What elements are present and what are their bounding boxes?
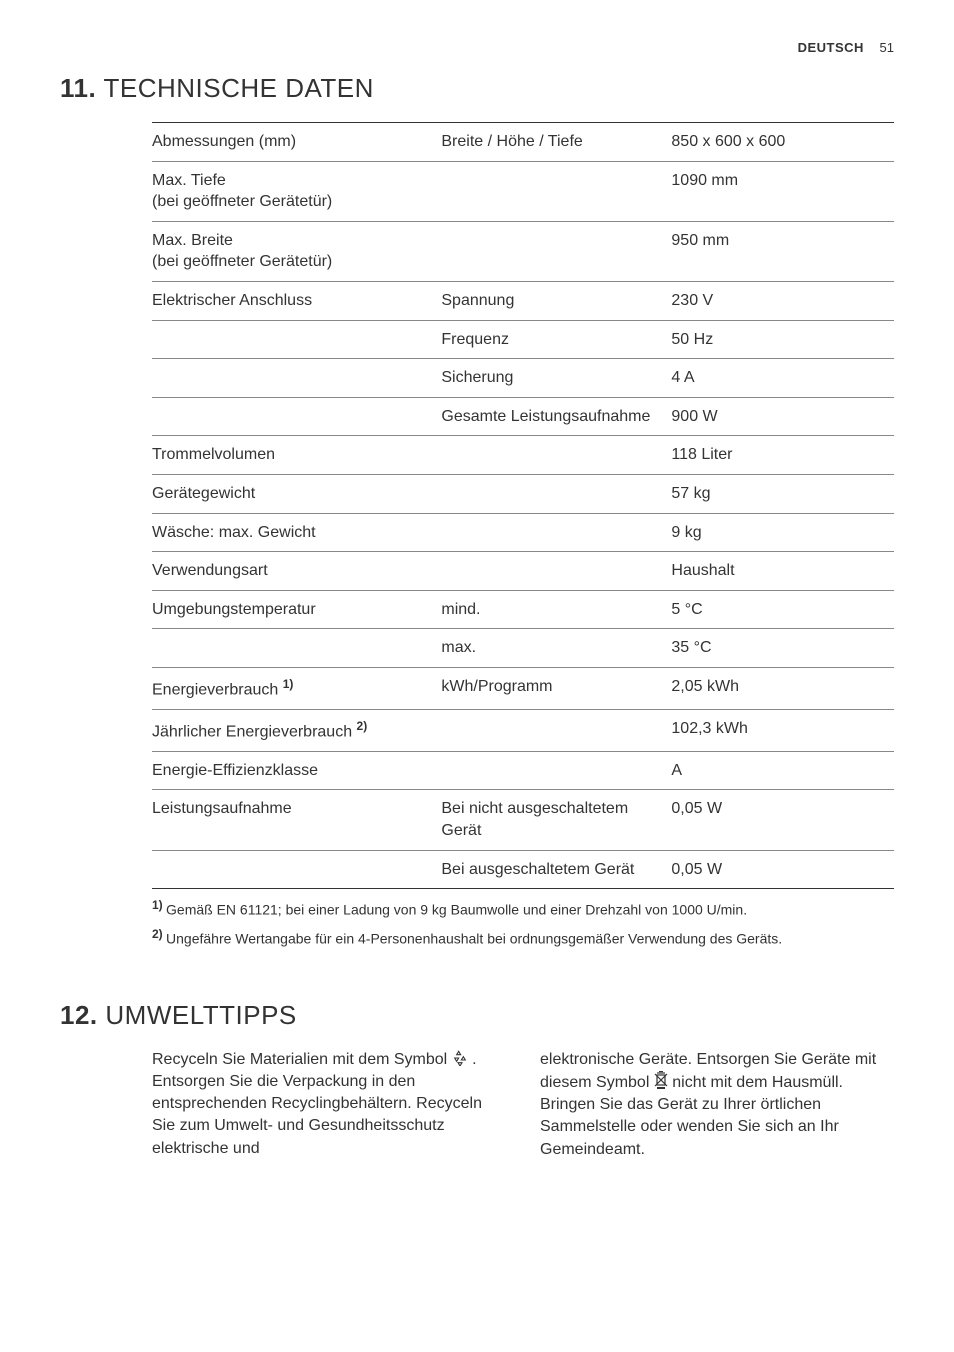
table-row: Elektrischer AnschlussSpannung230 V — [152, 281, 894, 320]
spec-param: Leistungsaufnahme — [152, 790, 441, 850]
recycle-icon — [452, 1050, 468, 1066]
section-11-heading: 11. TECHNISCHE DATEN — [60, 73, 894, 104]
footnote: 1) Gemäß EN 61121; bei einer Ladung von … — [152, 897, 894, 920]
table-row: Gerätegewicht 57 kg — [152, 474, 894, 513]
spec-subparam: mind. — [441, 590, 671, 629]
spec-value: 1090 mm — [671, 161, 894, 221]
spec-subparam: Bei ausgeschaltetem Gerät — [441, 850, 671, 889]
spec-value: 850 x 600 x 600 — [671, 123, 894, 162]
spec-param: Energieverbrauch 1) — [152, 667, 441, 709]
spec-subparam — [441, 513, 671, 552]
table-row: Sicherung4 A — [152, 359, 894, 398]
technical-data-table: Abmessungen (mm)Breite / Höhe / Tiefe850… — [152, 122, 894, 889]
spec-param — [152, 629, 441, 668]
spec-param: Jährlicher Energieverbrauch 2) — [152, 709, 441, 751]
spec-value: 950 mm — [671, 221, 894, 281]
spec-param: Verwendungsart — [152, 552, 441, 591]
spec-subparam: Sicherung — [441, 359, 671, 398]
section-12-heading: 12. UMWELTTIPPS — [60, 1000, 894, 1031]
table-row: Energieverbrauch 1)kWh/Programm2,05 kWh — [152, 667, 894, 709]
spec-param: Energie-Effizienzklasse — [152, 751, 441, 790]
spec-subparam — [441, 474, 671, 513]
footnote-text: Gemäß EN 61121; bei einer Ladung von 9 k… — [166, 902, 747, 918]
table-row: Bei ausgeschaltetem Gerät0,05 W — [152, 850, 894, 889]
spec-param: Elektrischer Anschluss — [152, 281, 441, 320]
header-page-number: 51 — [880, 40, 894, 55]
table-row: Energie-Effizienzklasse A — [152, 751, 894, 790]
spec-param: Trommelvolumen — [152, 436, 441, 475]
spec-value: 57 kg — [671, 474, 894, 513]
spec-value: 0,05 W — [671, 790, 894, 850]
table-row: Frequenz50 Hz — [152, 320, 894, 359]
table-row: Max. Tiefe(bei geöffneter Gerätetür) 1090… — [152, 161, 894, 221]
table-row: LeistungsaufnahmeBei nicht ausgeschalte­… — [152, 790, 894, 850]
footnote-ref: 2) — [357, 719, 368, 733]
footnote: 2) Ungefähre Wertangabe für ein 4-Person… — [152, 926, 894, 949]
spec-value: 50 Hz — [671, 320, 894, 359]
footnote-ref: 1) — [283, 677, 294, 691]
spec-value: 118 Liter — [671, 436, 894, 475]
table-row: Wäsche: max. Gewicht 9 kg — [152, 513, 894, 552]
spec-param — [152, 397, 441, 436]
spec-subparam — [441, 161, 671, 221]
spec-subparam: Bei nicht ausgeschalte­tem Gerät — [441, 790, 671, 850]
spec-subparam: kWh/Programm — [441, 667, 671, 709]
spec-param: Max. Tiefe(bei geöffneter Gerätetür) — [152, 161, 441, 221]
spec-value: 230 V — [671, 281, 894, 320]
table-row: max.35 °C — [152, 629, 894, 668]
footnote-mark: 1) — [152, 898, 166, 912]
spec-param — [152, 359, 441, 398]
spec-param — [152, 320, 441, 359]
spec-value: A — [671, 751, 894, 790]
spec-param: Wäsche: max. Gewicht — [152, 513, 441, 552]
spec-subparam — [441, 436, 671, 475]
spec-param: Max. Breite(bei geöffneter Gerätetür) — [152, 221, 441, 281]
page-header: DEUTSCH 51 — [60, 40, 894, 55]
spec-value: 9 kg — [671, 513, 894, 552]
footnote-mark: 2) — [152, 927, 166, 941]
spec-subparam: max. — [441, 629, 671, 668]
spec-subparam: Breite / Höhe / Tiefe — [441, 123, 671, 162]
table-row: Max. Breite(bei geöffneter Gerätetür) 950… — [152, 221, 894, 281]
table-row: Jährlicher Energieverbrauch 2) 102,3 kWh — [152, 709, 894, 751]
environment-col-1: Recyceln Sie Materialien mit dem Symbol … — [152, 1049, 506, 1160]
spec-param: Gerätegewicht — [152, 474, 441, 513]
spec-subparam: Frequenz — [441, 320, 671, 359]
spec-value: Haushalt — [671, 552, 894, 591]
spec-param — [152, 850, 441, 889]
table-row: Umgebungstemperaturmind.5 °C — [152, 590, 894, 629]
spec-subparam: Gesamte Leistungsauf­nahme — [441, 397, 671, 436]
footnotes: 1) Gemäß EN 61121; bei einer Ladung von … — [152, 897, 894, 948]
spec-subparam — [441, 751, 671, 790]
crossed-bin-icon — [654, 1071, 668, 1089]
spec-subparam — [441, 221, 671, 281]
environment-col-2: elektronische Geräte. Entsorgen Sie Gerä… — [540, 1049, 894, 1160]
col1-text-pre: Recyceln Sie Materialien mit dem Symbol — [152, 1051, 452, 1068]
table-row: Trommelvolumen 118 Liter — [152, 436, 894, 475]
spec-value: 900 W — [671, 397, 894, 436]
spec-value: 35 °C — [671, 629, 894, 668]
table-row: Verwendungsart Haushalt — [152, 552, 894, 591]
spec-value: 4 A — [671, 359, 894, 398]
table-row: Abmessungen (mm)Breite / Höhe / Tiefe850… — [152, 123, 894, 162]
spec-value: 2,05 kWh — [671, 667, 894, 709]
spec-param: Umgebungstemperatur — [152, 590, 441, 629]
header-language: DEUTSCH — [798, 40, 864, 55]
section-11-title: TECHNISCHE DATEN — [103, 73, 373, 103]
spec-param: Abmessungen (mm) — [152, 123, 441, 162]
spec-value: 0,05 W — [671, 850, 894, 889]
section-12-title: UMWELTTIPPS — [105, 1000, 296, 1030]
table-row: Gesamte Leistungsauf­nahme900 W — [152, 397, 894, 436]
section-11-number: 11. — [60, 73, 96, 103]
spec-subparam: Spannung — [441, 281, 671, 320]
section-12-number: 12. — [60, 1000, 98, 1030]
spec-subparam — [441, 552, 671, 591]
spec-value: 102,3 kWh — [671, 709, 894, 751]
spec-subparam — [441, 709, 671, 751]
footnote-text: Ungefähre Wertangabe für ein 4-Personenh… — [166, 930, 782, 946]
spec-value: 5 °C — [671, 590, 894, 629]
environment-tips-body: Recyceln Sie Materialien mit dem Symbol … — [152, 1049, 894, 1160]
